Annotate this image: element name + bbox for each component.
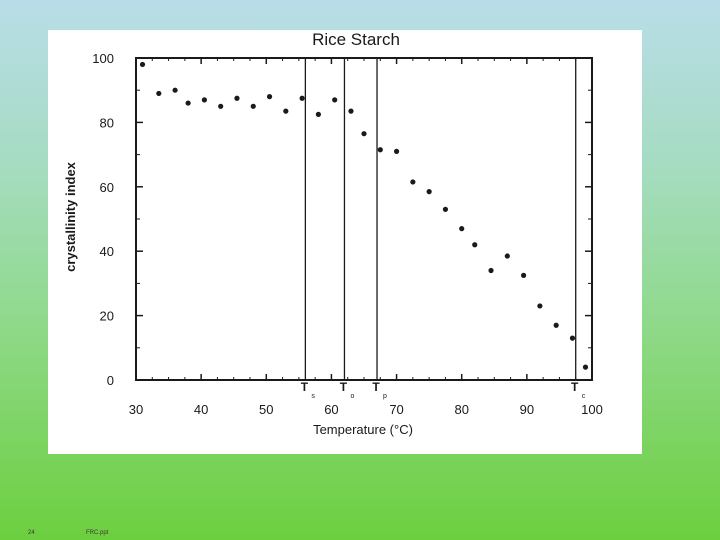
data-point xyxy=(459,226,465,232)
data-point xyxy=(283,108,289,114)
marker-label: T xyxy=(372,380,380,394)
data-point xyxy=(537,303,543,309)
data-point xyxy=(521,272,527,278)
data-point xyxy=(201,97,207,103)
data-point xyxy=(472,242,478,248)
data-point xyxy=(299,95,305,101)
data-point xyxy=(332,97,338,103)
y-tick-label: 100 xyxy=(92,51,114,66)
data-point xyxy=(488,267,494,274)
axis-ticks: 0 20 40 60 80 100 30 40 50 60 70 80 90 100 xyxy=(92,51,603,417)
data-point xyxy=(442,206,449,212)
data-point xyxy=(410,179,416,185)
data-point xyxy=(156,90,162,97)
marker-subscript: o xyxy=(350,393,354,400)
x-tick-label: 100 xyxy=(581,402,603,417)
y-tick-label: 80 xyxy=(100,115,114,130)
data-point xyxy=(393,148,400,154)
data-point xyxy=(569,335,576,341)
data-points xyxy=(139,61,589,370)
data-point xyxy=(185,100,191,106)
data-point xyxy=(348,108,354,114)
data-point xyxy=(266,94,273,100)
y-tick-label: 40 xyxy=(100,244,114,259)
y-tick-label: 0 xyxy=(107,373,114,388)
data-point xyxy=(361,131,367,137)
data-point xyxy=(315,111,321,117)
y-tick-label: 60 xyxy=(100,180,114,195)
x-axis-label: Temperature (°C) xyxy=(313,422,413,437)
data-point xyxy=(553,322,559,328)
y-axis-label: crystallinity index xyxy=(63,161,78,272)
x-tick-label: 30 xyxy=(129,402,143,417)
data-point xyxy=(218,103,224,109)
x-tick-label: 90 xyxy=(520,402,534,417)
marker-label: T xyxy=(301,380,309,394)
rice-starch-chart: Rice Starch crystallinity index Temperat… xyxy=(63,30,603,437)
marker-label: T xyxy=(340,380,348,394)
x-tick-label: 70 xyxy=(389,402,403,417)
marker-subscript: s xyxy=(311,393,315,400)
data-point xyxy=(582,364,589,370)
data-point xyxy=(504,253,510,259)
x-tick-label: 80 xyxy=(454,402,468,417)
data-point xyxy=(426,189,432,195)
plot-frame xyxy=(135,57,593,381)
chart-title: Rice Starch xyxy=(312,30,400,49)
data-point xyxy=(234,95,240,101)
file-name: FRC.ppt xyxy=(86,530,109,536)
chart-panel: Rice Starch crystallinity index Temperat… xyxy=(48,30,642,454)
data-point xyxy=(377,147,383,153)
x-tick-label: 60 xyxy=(324,402,338,417)
x-tick-label: 40 xyxy=(194,402,208,417)
slide-number: 24 xyxy=(28,530,35,536)
x-tick-label: 50 xyxy=(259,402,273,417)
data-point xyxy=(172,87,178,93)
y-tick-label: 20 xyxy=(100,309,114,324)
data-point xyxy=(250,103,256,109)
data-point xyxy=(139,61,146,68)
marker-subscript: c xyxy=(582,393,586,400)
marker-label: T xyxy=(571,380,579,394)
marker-subscript: p xyxy=(383,393,387,400)
